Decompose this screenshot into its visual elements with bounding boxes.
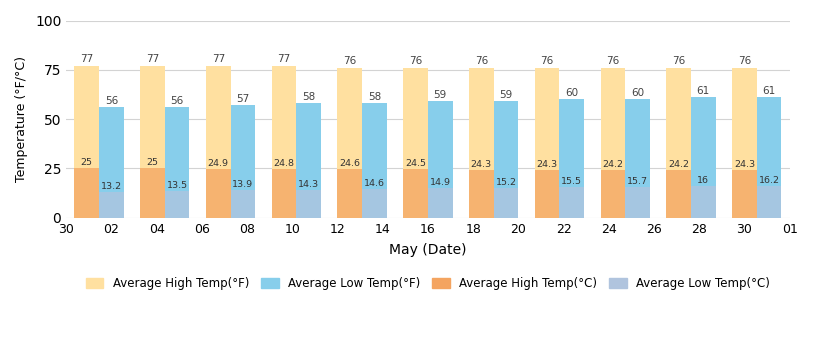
Bar xyxy=(666,68,691,218)
Text: 24.3: 24.3 xyxy=(734,160,755,169)
Text: 24.3: 24.3 xyxy=(536,160,558,169)
Bar xyxy=(338,68,362,218)
Bar xyxy=(535,170,559,218)
Bar xyxy=(362,103,387,218)
Text: 57: 57 xyxy=(237,94,250,104)
Text: 76: 76 xyxy=(475,56,488,67)
Bar xyxy=(140,66,165,218)
Text: 15.2: 15.2 xyxy=(496,178,516,187)
Bar xyxy=(625,187,650,218)
Text: 15.7: 15.7 xyxy=(627,177,648,186)
Text: 24.2: 24.2 xyxy=(603,160,623,169)
Text: 61: 61 xyxy=(696,86,710,96)
Bar xyxy=(732,170,757,218)
Bar xyxy=(691,97,715,218)
Bar xyxy=(271,66,296,218)
Bar xyxy=(271,169,296,218)
Bar xyxy=(231,190,256,218)
Bar xyxy=(165,191,189,218)
Text: 77: 77 xyxy=(277,55,290,64)
Bar xyxy=(601,170,625,218)
Bar xyxy=(403,169,428,218)
Text: 58: 58 xyxy=(368,92,381,102)
Text: 76: 76 xyxy=(738,56,751,67)
Bar xyxy=(757,97,781,218)
Bar xyxy=(231,105,256,218)
Bar xyxy=(296,103,321,218)
Text: 76: 76 xyxy=(540,56,554,67)
Bar xyxy=(428,101,452,218)
Bar xyxy=(625,100,650,218)
Text: 14.9: 14.9 xyxy=(430,178,451,188)
Text: 77: 77 xyxy=(212,55,225,64)
Text: 76: 76 xyxy=(409,56,422,67)
Text: 58: 58 xyxy=(302,92,315,102)
Text: 76: 76 xyxy=(606,56,619,67)
Bar xyxy=(75,66,99,218)
Bar xyxy=(469,170,494,218)
Text: 76: 76 xyxy=(343,56,356,67)
Text: 24.9: 24.9 xyxy=(208,159,229,168)
Text: 56: 56 xyxy=(105,96,118,106)
Text: 24.2: 24.2 xyxy=(668,160,689,169)
Bar xyxy=(666,170,691,218)
Text: 14.3: 14.3 xyxy=(298,180,320,189)
Bar xyxy=(99,192,124,218)
Bar xyxy=(403,68,428,218)
Bar xyxy=(428,188,452,218)
Text: 25: 25 xyxy=(147,159,159,168)
Text: 76: 76 xyxy=(672,56,686,67)
Bar xyxy=(469,68,494,218)
Bar xyxy=(75,168,99,218)
Text: 24.3: 24.3 xyxy=(471,160,492,169)
Bar xyxy=(362,189,387,218)
Bar xyxy=(206,169,231,218)
Bar xyxy=(165,107,189,218)
Text: 15.5: 15.5 xyxy=(561,177,583,186)
Bar xyxy=(601,68,625,218)
Bar xyxy=(559,100,584,218)
Text: 25: 25 xyxy=(81,159,93,168)
Text: 60: 60 xyxy=(565,88,579,98)
Bar xyxy=(140,168,165,218)
Text: 24.6: 24.6 xyxy=(339,159,360,168)
Text: 13.2: 13.2 xyxy=(100,182,122,191)
Text: 24.5: 24.5 xyxy=(405,159,426,168)
Bar xyxy=(338,169,362,218)
Bar xyxy=(757,186,781,218)
Text: 13.9: 13.9 xyxy=(232,180,253,189)
Legend: Average High Temp(°F), Average Low Temp(°F), Average High Temp(°C), Average Low : Average High Temp(°F), Average Low Temp(… xyxy=(81,272,775,295)
Bar xyxy=(296,190,321,218)
Bar xyxy=(494,188,519,218)
Bar xyxy=(732,68,757,218)
Text: 56: 56 xyxy=(170,96,183,106)
Text: 77: 77 xyxy=(146,55,159,64)
Bar xyxy=(691,186,715,218)
Text: 16: 16 xyxy=(697,176,710,185)
Text: 13.5: 13.5 xyxy=(167,181,188,190)
Text: 61: 61 xyxy=(763,86,776,96)
Bar xyxy=(535,68,559,218)
Bar xyxy=(494,101,519,218)
X-axis label: May (Date): May (Date) xyxy=(389,243,466,257)
Bar xyxy=(99,107,124,218)
Text: 16.2: 16.2 xyxy=(759,176,779,185)
Text: 60: 60 xyxy=(631,88,644,98)
Text: 14.6: 14.6 xyxy=(364,179,385,188)
Text: 77: 77 xyxy=(81,55,93,64)
Text: 59: 59 xyxy=(433,90,447,100)
Bar xyxy=(559,187,584,218)
Text: 59: 59 xyxy=(500,90,513,100)
Y-axis label: Temperature (°F/°C): Temperature (°F/°C) xyxy=(15,56,28,182)
Bar xyxy=(206,66,231,218)
Text: 24.8: 24.8 xyxy=(274,159,295,168)
